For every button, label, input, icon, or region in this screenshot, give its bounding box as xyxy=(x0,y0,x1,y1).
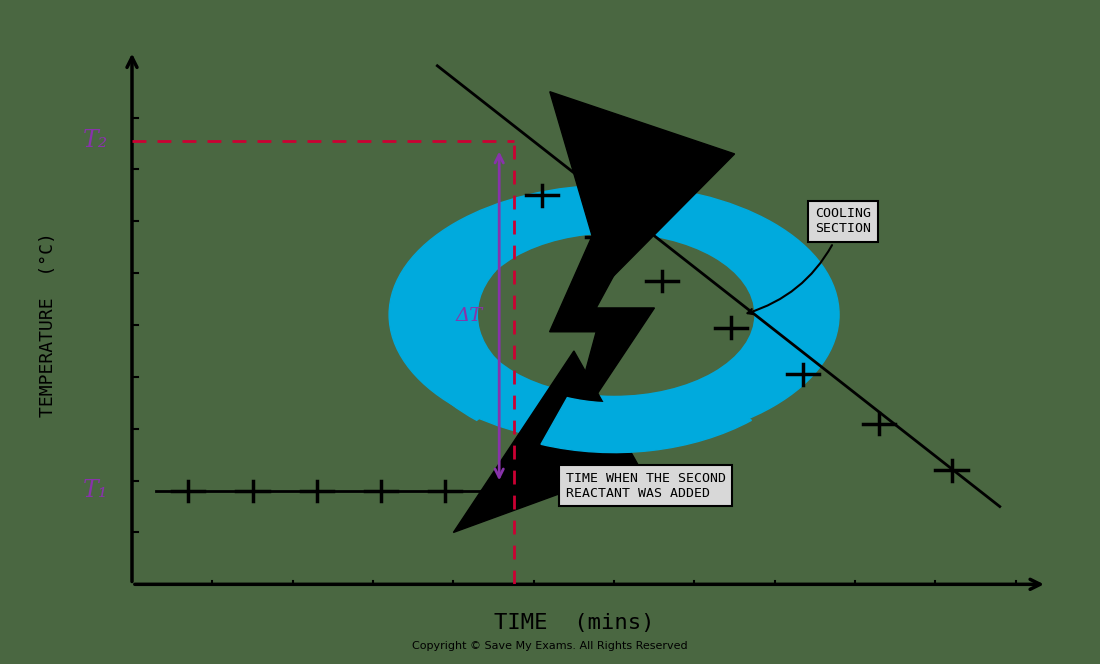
Text: TIME  (mins): TIME (mins) xyxy=(494,614,654,633)
Text: TIME WHEN THE SECOND
REACTANT WAS ADDED: TIME WHEN THE SECOND REACTANT WAS ADDED xyxy=(522,472,726,500)
Text: ΔT: ΔT xyxy=(455,307,483,325)
Wedge shape xyxy=(541,382,751,453)
Polygon shape xyxy=(550,92,735,284)
Ellipse shape xyxy=(474,234,754,395)
Text: TEMPERATURE  (°C): TEMPERATURE (°C) xyxy=(39,232,56,418)
Polygon shape xyxy=(550,201,654,439)
Polygon shape xyxy=(453,351,638,533)
Ellipse shape xyxy=(389,185,839,444)
Text: T₂: T₂ xyxy=(82,129,108,153)
Text: COOLING
SECTION: COOLING SECTION xyxy=(748,207,871,314)
Text: Copyright © Save My Exams. All Rights Reserved: Copyright © Save My Exams. All Rights Re… xyxy=(412,641,688,651)
Wedge shape xyxy=(400,246,526,420)
Text: T₁: T₁ xyxy=(82,479,108,503)
